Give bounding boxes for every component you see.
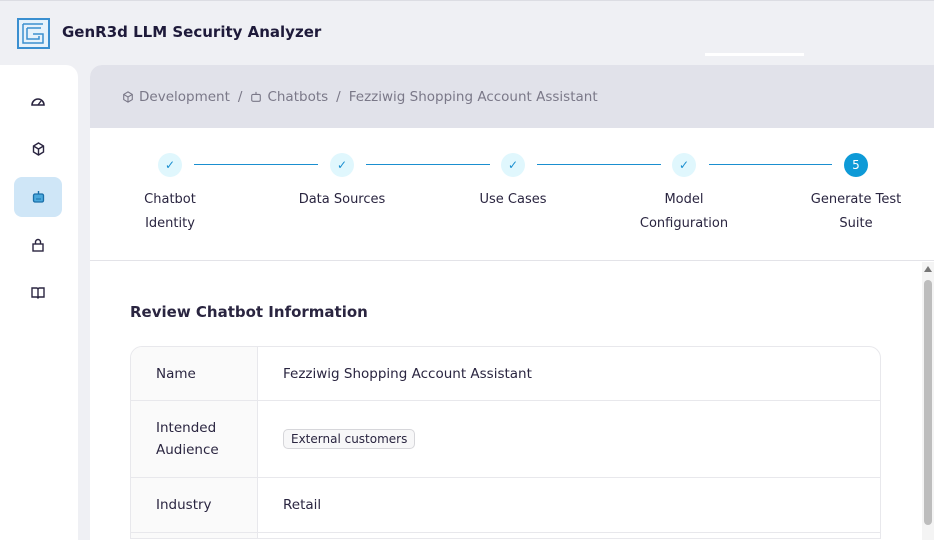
row-value: External customers — [258, 401, 880, 477]
book-icon — [31, 287, 45, 299]
step-label: Data Sources — [298, 192, 386, 207]
breadcrumb-development[interactable]: Development — [122, 89, 230, 105]
row-value: Retail — [283, 497, 322, 513]
robot-icon — [251, 91, 262, 102]
app-logo — [17, 18, 50, 49]
step-label: Generate Test Suite — [810, 192, 902, 231]
header-indicator — [705, 53, 804, 56]
sidebar-item-development[interactable] — [14, 129, 62, 169]
app-title: GenR3d LLM Security Analyzer — [62, 23, 322, 41]
breadcrumb-chatbots[interactable]: Chatbots — [250, 89, 328, 105]
review-table: Name Fezziwig Shopping Account Assistant… — [130, 346, 881, 539]
sidebar-item-chatbots[interactable] — [14, 177, 62, 217]
scroll-up-arrow-icon[interactable] — [924, 266, 932, 272]
step-connector — [366, 164, 490, 165]
lock-icon — [32, 238, 44, 252]
sidebar-item-dashboard[interactable] — [14, 81, 62, 121]
table-row: Name Fezziwig Shopping Account Assistant — [131, 347, 880, 401]
cube-icon — [32, 142, 44, 156]
step-3-check-icon[interactable]: ✓ — [501, 153, 525, 177]
step-connector — [709, 164, 832, 165]
row-label — [131, 533, 258, 538]
table-row: Industry Retail — [131, 478, 880, 533]
robot-icon — [32, 191, 44, 203]
audience-tag: External customers — [283, 429, 416, 449]
main-panel: Development / Chatbots / Fezziwig Shoppi… — [90, 65, 934, 540]
breadcrumb-current: Fezziwig Shopping Account Assistant — [348, 88, 598, 105]
step-label: Use Cases — [479, 192, 547, 207]
table-row-partial — [131, 533, 880, 538]
breadcrumb-separator: / — [336, 88, 341, 105]
step-connector — [537, 164, 661, 165]
cube-icon — [123, 90, 133, 103]
step-label: Model Configuration — [639, 192, 729, 231]
sidebar-item-security[interactable] — [14, 225, 62, 265]
stepper: ✓ ✓ ✓ ✓ 5 Chatbot Identity Data Sources … — [90, 128, 934, 261]
breadcrumb-label: Chatbots — [267, 88, 329, 105]
breadcrumb-separator: / — [237, 88, 243, 105]
step-label: Chatbot Identity — [144, 192, 196, 231]
sidebar — [0, 65, 78, 540]
step-5-number[interactable]: 5 — [844, 153, 868, 177]
row-value — [258, 533, 880, 538]
breadcrumb-label: Development — [139, 88, 230, 105]
row-label: Name — [131, 347, 258, 400]
row-label: Industry — [131, 478, 258, 532]
sidebar-item-docs[interactable] — [14, 273, 62, 313]
step-2-check-icon[interactable]: ✓ — [330, 153, 354, 177]
table-row: Intended Audience External customers — [131, 401, 880, 478]
step-1-check-icon[interactable]: ✓ — [158, 153, 182, 177]
scrollbar-thumb[interactable] — [924, 280, 932, 525]
step-4-check-icon[interactable]: ✓ — [672, 153, 696, 177]
breadcrumb: Development / Chatbots / Fezziwig Shoppi… — [90, 65, 934, 128]
row-value: Fezziwig Shopping Account Assistant — [283, 365, 532, 382]
gauge-icon — [31, 98, 45, 106]
row-label: Intended Audience — [131, 401, 258, 477]
app-header: GenR3d LLM Security Analyzer — [0, 0, 934, 65]
step-connector — [194, 164, 318, 165]
section-title: Review Chatbot Information — [130, 303, 368, 321]
